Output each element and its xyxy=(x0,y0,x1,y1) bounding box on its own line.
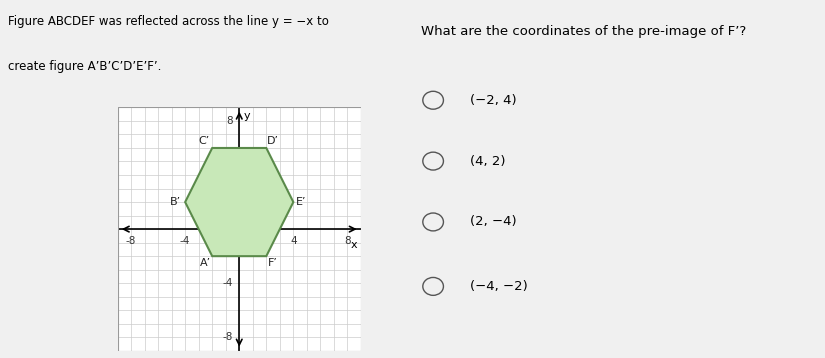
Text: create figure A’B’C’D’E’F’.: create figure A’B’C’D’E’F’. xyxy=(8,60,162,73)
Text: D’: D’ xyxy=(267,136,279,146)
Text: -4: -4 xyxy=(180,236,191,246)
Text: (−4, −2): (−4, −2) xyxy=(470,280,528,293)
Text: -4: -4 xyxy=(222,278,233,288)
Text: (−2, 4): (−2, 4) xyxy=(470,94,517,107)
Polygon shape xyxy=(185,148,294,256)
Text: 4: 4 xyxy=(290,236,297,246)
Text: (4, 2): (4, 2) xyxy=(470,155,506,168)
Text: Figure ABCDEF was reflected across the line y = −x to: Figure ABCDEF was reflected across the l… xyxy=(8,15,329,28)
Text: x: x xyxy=(351,240,357,250)
Text: E’: E’ xyxy=(296,197,307,207)
Text: What are the coordinates of the pre-image of F’?: What are the coordinates of the pre-imag… xyxy=(421,25,746,38)
Text: -8: -8 xyxy=(126,236,136,246)
Text: C’: C’ xyxy=(199,136,210,146)
Text: B’: B’ xyxy=(170,197,182,207)
Text: 4: 4 xyxy=(226,170,233,180)
Text: 8: 8 xyxy=(344,236,351,246)
Text: (2, −4): (2, −4) xyxy=(470,216,517,228)
Text: F’: F’ xyxy=(268,258,278,268)
Text: A’: A’ xyxy=(200,258,211,268)
Text: -8: -8 xyxy=(222,332,233,342)
Text: y: y xyxy=(243,111,250,121)
Text: 8: 8 xyxy=(226,116,233,126)
